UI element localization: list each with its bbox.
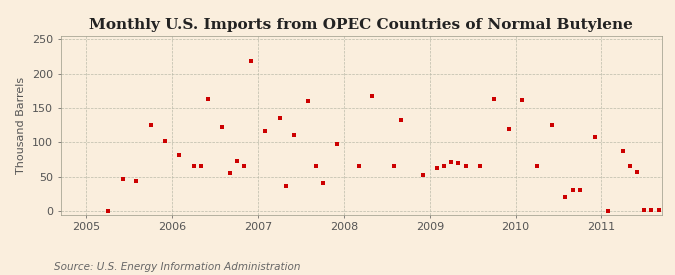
- Point: [232, 159, 242, 163]
- Point: [574, 188, 585, 192]
- Point: [274, 116, 285, 120]
- Point: [660, 207, 671, 212]
- Point: [131, 179, 142, 183]
- Text: Source: U.S. Energy Information Administration: Source: U.S. Energy Information Administ…: [54, 262, 300, 272]
- Point: [560, 195, 571, 200]
- Point: [145, 123, 156, 127]
- Point: [217, 125, 227, 130]
- Point: [396, 117, 407, 122]
- Point: [460, 164, 471, 169]
- Point: [532, 164, 543, 169]
- Point: [589, 135, 600, 139]
- Point: [653, 207, 664, 212]
- Point: [446, 160, 456, 164]
- Title: Monthly U.S. Imports from OPEC Countries of Normal Butylene: Monthly U.S. Imports from OPEC Countries…: [89, 18, 633, 32]
- Point: [474, 164, 485, 169]
- Point: [504, 126, 514, 131]
- Point: [431, 166, 442, 170]
- Point: [260, 129, 271, 134]
- Point: [302, 99, 313, 103]
- Point: [281, 183, 292, 188]
- Point: [624, 164, 635, 169]
- Point: [639, 207, 650, 212]
- Point: [632, 170, 643, 174]
- Point: [195, 164, 206, 169]
- Point: [418, 172, 429, 177]
- Point: [246, 58, 256, 63]
- Point: [489, 97, 500, 101]
- Point: [388, 164, 399, 169]
- Point: [188, 163, 199, 168]
- Point: [646, 207, 657, 212]
- Point: [289, 133, 300, 138]
- Point: [203, 97, 214, 101]
- Point: [353, 163, 364, 168]
- Point: [117, 177, 128, 182]
- Point: [317, 181, 328, 185]
- Point: [224, 171, 235, 175]
- Point: [367, 94, 378, 98]
- Point: [546, 123, 557, 127]
- Point: [238, 164, 249, 169]
- Y-axis label: Thousand Barrels: Thousand Barrels: [16, 76, 26, 174]
- Point: [603, 209, 614, 213]
- Point: [517, 98, 528, 102]
- Point: [453, 161, 464, 165]
- Point: [439, 164, 450, 169]
- Point: [568, 188, 578, 192]
- Point: [173, 153, 184, 158]
- Point: [160, 139, 171, 143]
- Point: [310, 163, 321, 168]
- Point: [331, 142, 342, 147]
- Point: [103, 209, 113, 213]
- Point: [618, 149, 628, 153]
